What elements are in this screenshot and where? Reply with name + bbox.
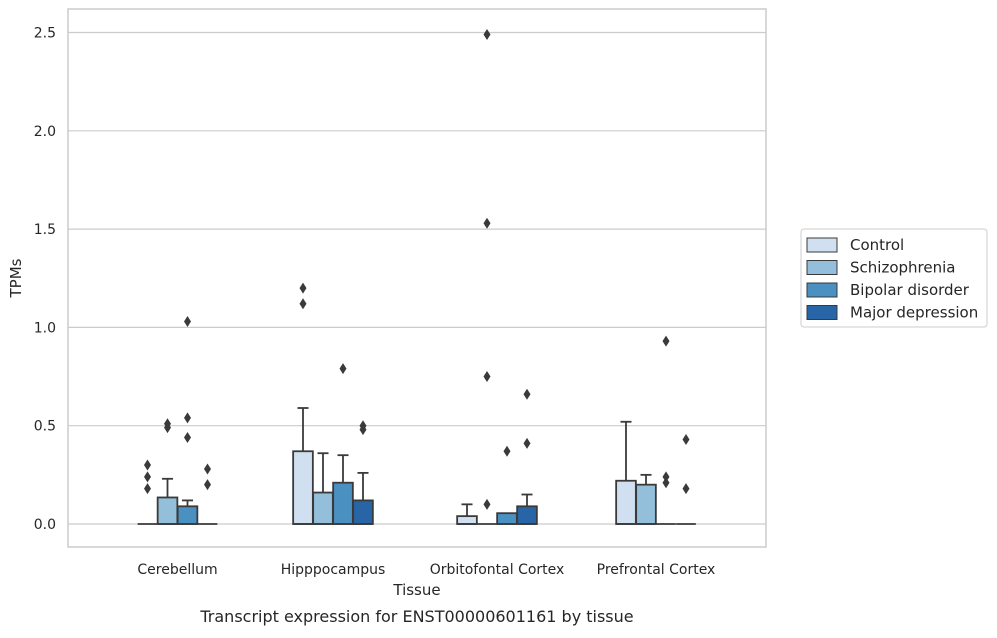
outlier-point [164,418,171,430]
box-0-1 [156,418,179,525]
outlier-point [523,437,531,449]
outlier-point [339,363,347,375]
box-body [176,505,199,525]
legend-swatch [806,282,838,298]
box-1-0 [292,282,314,525]
outlier-point [483,28,491,40]
legend-label: Bipolar disorder [850,281,970,299]
outlier-point [204,463,211,475]
legend-label: Schizophrenia [850,259,955,277]
outlier-point [299,298,307,310]
box-body [352,499,374,525]
x-tick-labels: Cerebellum Hipppocampus Orbitofontal Corte… [137,562,715,578]
legend-frame [800,228,988,328]
outlier-point [184,316,191,328]
box-layer [137,28,696,525]
y-tick-label: 0.0 [34,517,56,533]
box-3-0 [615,420,637,525]
box-body [635,483,657,525]
outlier-point [682,433,690,445]
outlier-point [184,431,191,443]
box-3-2 [656,335,676,525]
outlier-point [184,412,191,424]
y-tick-label: 1.5 [34,222,56,238]
outlier-point [144,471,151,483]
box-2-0 [456,503,478,525]
outlier-point [144,483,151,495]
chart-caption: Transcript expression for ENST0000060116… [199,607,633,626]
outlier-point [144,459,151,471]
legend: Control Schizophrenia Bipolar disorder Majo… [800,228,988,328]
box-1-1 [312,452,334,525]
box-body [332,481,354,525]
box-1-3 [352,420,374,525]
box-0-0 [137,459,158,525]
box-2-2 [496,445,518,525]
y-tick-label: 2.0 [34,124,56,140]
x-tick-label: Cerebellum [137,562,217,578]
box-0-3 [197,463,218,525]
outlier-point [483,217,491,229]
box-3-1 [635,473,657,525]
box-2-1 [477,28,497,525]
box-body [292,450,314,525]
box-body [496,512,518,525]
box-1-2 [332,363,354,525]
legend-label: Control [850,236,904,254]
plot-frame [67,8,767,548]
y-tick-labels: 0.0 0.5 1.0 1.5 2.0 2.5 [34,26,56,534]
box-0-2 [176,316,199,525]
box-body [516,505,538,525]
legend-swatch [806,237,838,253]
outlier-point [359,420,367,432]
box-body [615,479,637,525]
outlier-point [503,445,511,457]
outlier-point [662,477,670,489]
outlier-point [483,371,491,383]
outlier-point [523,388,531,400]
legend-swatch [806,305,838,320]
outlier-point [682,483,690,495]
outlier-point [662,471,670,483]
y-tick-label: 0.5 [34,419,56,435]
box-2-3 [516,388,538,525]
outlier-point [483,498,491,510]
outlier-point [204,479,211,491]
y-axis-title: TPMs [7,258,25,298]
grid-layer [68,31,766,525]
x-axis-title: Tissue [392,581,440,599]
y-tick-label: 1.0 [34,320,56,336]
x-tick-label: Hipppocampus [281,562,386,578]
legend-swatch [806,260,838,275]
outlier-point [662,335,670,347]
box-body [156,496,179,525]
box-body [312,491,334,525]
y-tick-label: 2.5 [34,26,56,42]
outlier-point [299,282,307,294]
x-tick-label: Orbitofontal Cortex [430,562,565,578]
box-body [456,515,478,525]
legend-label: Major depression [850,304,978,322]
x-tick-label: Prefrontal Cortex [597,562,716,578]
box-3-3 [676,433,696,525]
